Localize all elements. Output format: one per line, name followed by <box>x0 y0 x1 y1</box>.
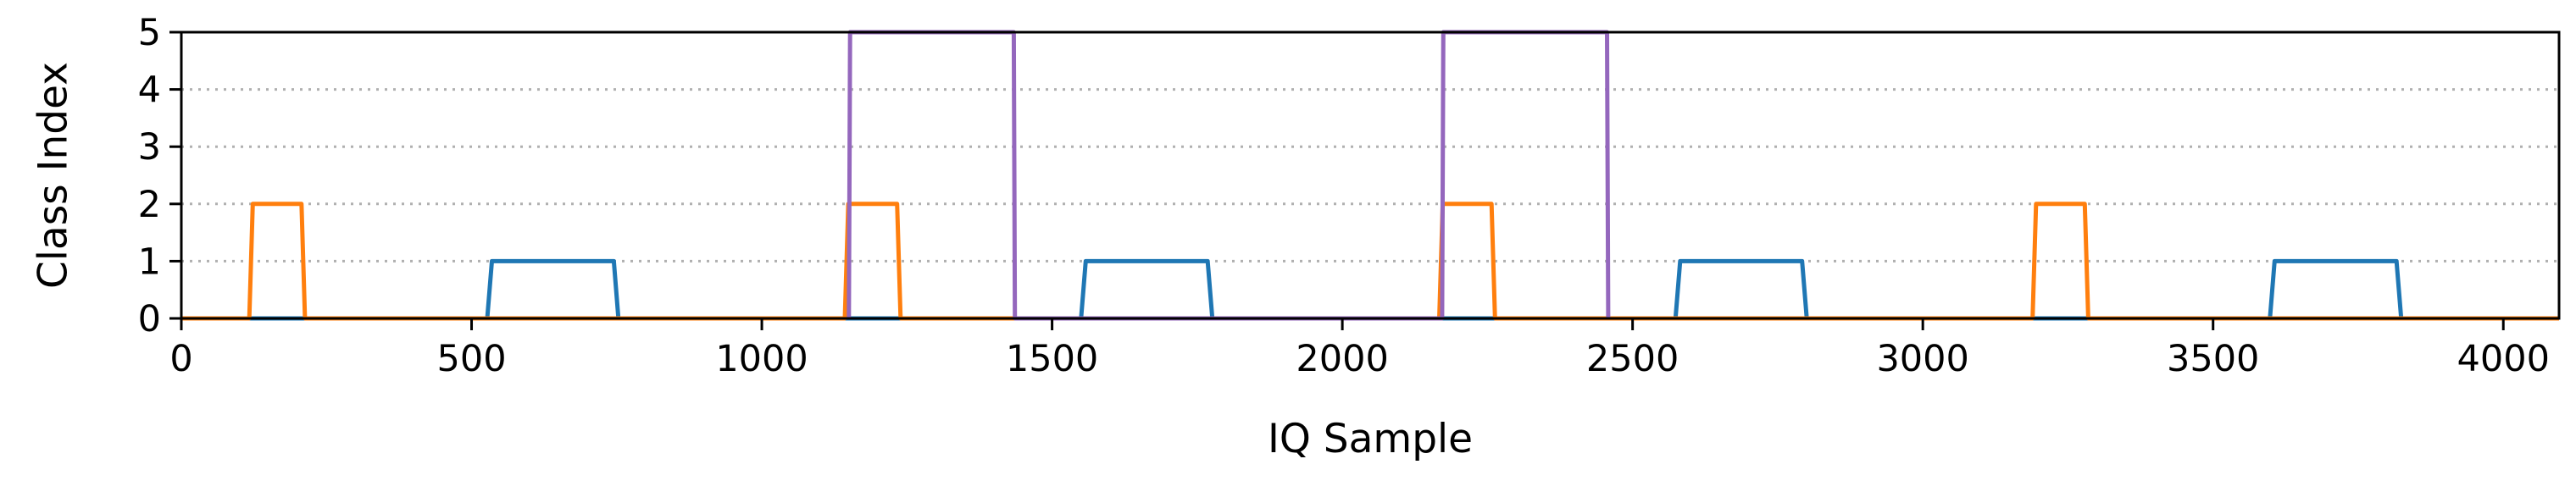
x-tick-label-3: 1500 <box>1006 338 1098 380</box>
plot-frame <box>180 30 2561 320</box>
x-tick-label-2: 1000 <box>715 338 808 380</box>
y-tick-label-2: 2 <box>138 184 161 226</box>
x-tick-label-8: 4000 <box>2457 338 2550 380</box>
x-tick-label-1: 500 <box>436 338 506 380</box>
x-tick-label-7: 3500 <box>2167 338 2259 380</box>
series-lines <box>181 30 2559 321</box>
x-tick-label-0: 0 <box>169 338 192 380</box>
x-axis-label: IQ Sample <box>1268 416 1473 462</box>
y-axis: 0 1 2 3 4 5 <box>138 12 181 340</box>
x-tick-label-6: 3000 <box>1876 338 1968 380</box>
grid-lines <box>181 88 2559 263</box>
x-axis: 0 500 1000 1500 2000 2500 3000 3500 4000 <box>169 318 2550 380</box>
y-tick-label-3: 3 <box>138 126 161 169</box>
y-tick-label-0: 0 <box>138 298 161 340</box>
x-tick-label-5: 2500 <box>1586 338 1679 380</box>
series-line-0 <box>181 258 2559 321</box>
y-tick-label-1: 1 <box>138 240 161 283</box>
x-tick-label-4: 2000 <box>1296 338 1388 380</box>
y-tick-label-5: 5 <box>138 12 161 54</box>
y-axis-label: Class Index <box>30 62 76 289</box>
y-tick-label-4: 4 <box>138 69 161 112</box>
